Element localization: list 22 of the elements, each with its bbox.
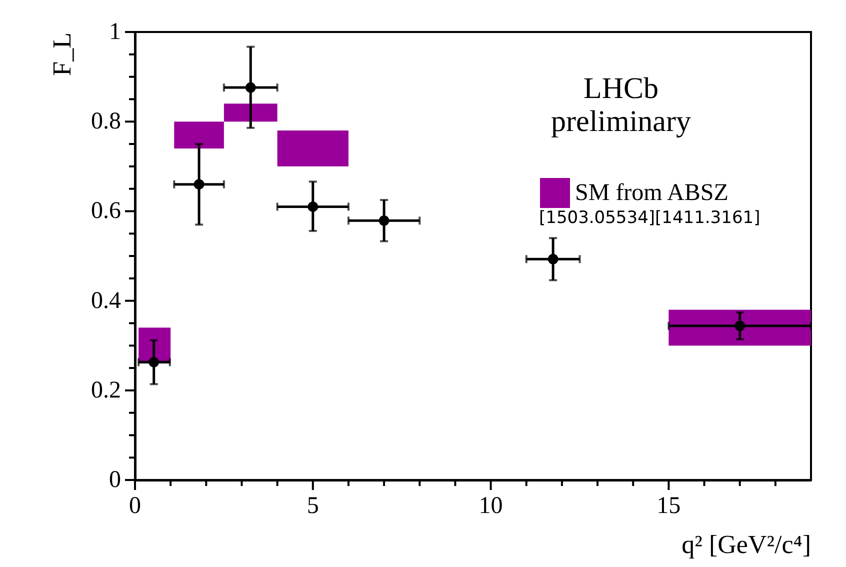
x-tick-label: 0 <box>129 493 141 519</box>
point <box>548 254 558 264</box>
point <box>245 82 256 93</box>
annotation: [1503.05534][1411.3161] <box>539 208 760 228</box>
point <box>734 320 746 332</box>
y-tick-label: 0.4 <box>91 288 121 314</box>
y-tick-label: 0.2 <box>91 377 121 404</box>
y-axis-title: F_L <box>48 32 76 76</box>
y-tick-label: 0.6 <box>91 198 121 224</box>
x-tick-label: 15 <box>656 493 681 519</box>
y-tick-label: 0 <box>109 467 121 493</box>
point <box>308 201 318 212</box>
point <box>148 356 160 368</box>
point <box>378 215 390 226</box>
x-tick-label: 5 <box>306 493 319 519</box>
legend-label: SM from ABSZ <box>575 180 728 206</box>
point <box>194 179 204 190</box>
y-tick-label: 0.8 <box>91 108 121 135</box>
annotation: LHCb preliminary <box>551 72 691 138</box>
y-tick-label: 1 <box>109 19 121 45</box>
x-axis-title: q² [GeV²/c⁴] <box>682 530 811 559</box>
x-tick-label: 10 <box>478 493 503 519</box>
